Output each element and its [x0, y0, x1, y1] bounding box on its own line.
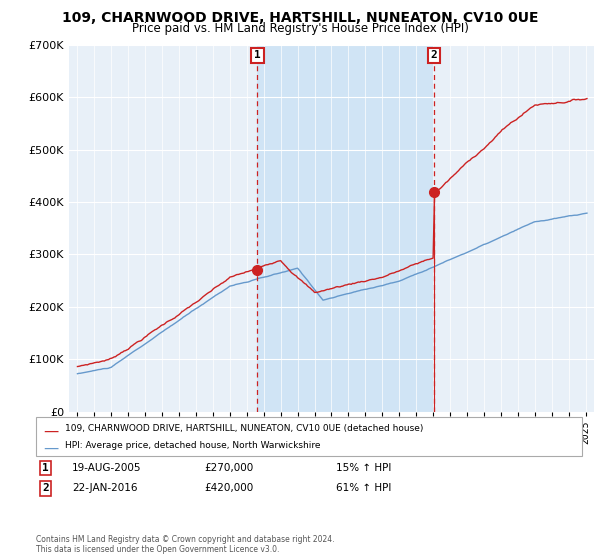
Text: 109, CHARNWOOD DRIVE, HARTSHILL, NUNEATON, CV10 0UE: 109, CHARNWOOD DRIVE, HARTSHILL, NUNEATO…: [62, 11, 538, 25]
Text: This data is licensed under the Open Government Licence v3.0.: This data is licensed under the Open Gov…: [36, 545, 280, 554]
Text: —: —: [43, 441, 58, 456]
Text: 1: 1: [254, 50, 261, 60]
Text: 1: 1: [42, 463, 49, 473]
Text: 19-AUG-2005: 19-AUG-2005: [72, 463, 142, 473]
Text: Price paid vs. HM Land Registry's House Price Index (HPI): Price paid vs. HM Land Registry's House …: [131, 22, 469, 35]
Text: £270,000: £270,000: [204, 463, 253, 473]
Text: Contains HM Land Registry data © Crown copyright and database right 2024.: Contains HM Land Registry data © Crown c…: [36, 535, 335, 544]
Text: 109, CHARNWOOD DRIVE, HARTSHILL, NUNEATON, CV10 0UE (detached house): 109, CHARNWOOD DRIVE, HARTSHILL, NUNEATO…: [65, 424, 423, 433]
Bar: [257, 45, 434, 412]
Text: 15% ↑ HPI: 15% ↑ HPI: [336, 463, 391, 473]
Text: 22-JAN-2016: 22-JAN-2016: [72, 483, 137, 493]
Text: —: —: [43, 424, 58, 439]
Text: 61% ↑ HPI: 61% ↑ HPI: [336, 483, 391, 493]
Text: 2: 2: [42, 483, 49, 493]
Text: 2: 2: [431, 50, 437, 60]
Text: HPI: Average price, detached house, North Warwickshire: HPI: Average price, detached house, Nort…: [65, 441, 320, 450]
Text: £420,000: £420,000: [204, 483, 253, 493]
